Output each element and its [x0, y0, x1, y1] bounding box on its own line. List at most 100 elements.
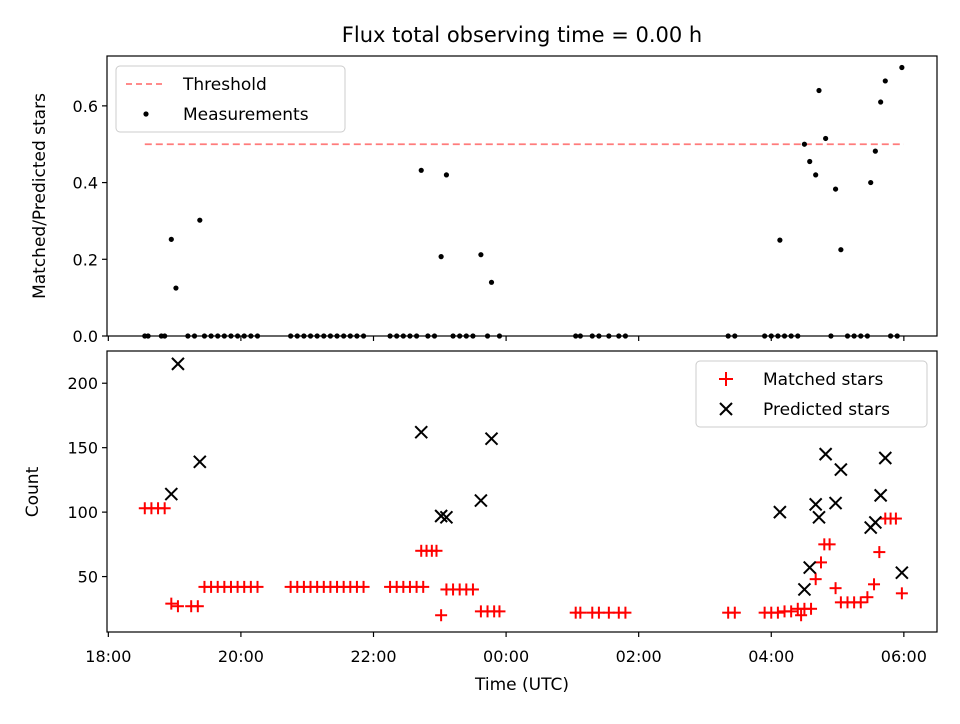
measurement-point	[828, 333, 834, 339]
predicted-star-point	[439, 510, 454, 524]
x-tick-label: 02:00	[616, 647, 662, 666]
matched-star-point	[574, 606, 587, 619]
matched-star-point	[171, 600, 184, 613]
x-tick-label: 04:00	[748, 647, 794, 666]
legend-predicted-marker	[719, 402, 733, 416]
legend-matched-marker	[719, 372, 733, 386]
measurement-point	[762, 333, 768, 339]
legend-threshold-label: Threshold	[182, 75, 267, 95]
measurement-point	[838, 247, 844, 253]
measurement-point	[347, 333, 353, 339]
measurement-point	[488, 279, 495, 285]
legend-predicted-label: Predicted stars	[763, 400, 890, 420]
top-y-tick-label: 0.0	[73, 327, 98, 346]
predicted-star-point	[171, 357, 185, 371]
matched-star-point	[191, 600, 204, 613]
predicted-star-point	[828, 496, 843, 510]
measurement-point	[450, 333, 456, 339]
measurement-point	[248, 333, 254, 339]
measurement-point	[341, 333, 347, 339]
predicted-star-point	[895, 565, 909, 580]
matched-star-point	[795, 609, 808, 622]
measurement-point	[301, 333, 307, 339]
matched-star-point	[814, 556, 827, 569]
top-y-tick-label: 0.2	[73, 250, 98, 269]
matched-star-point	[619, 606, 632, 619]
measurement-point	[387, 333, 393, 339]
legend-measurements-label: Measurements	[183, 105, 309, 125]
bottom-y-axis-label: Count	[23, 466, 43, 517]
measurement-point	[616, 333, 622, 339]
measurement-point	[334, 333, 340, 339]
measurement-point	[185, 333, 191, 339]
matched-star-point	[889, 512, 902, 525]
measurement-point	[496, 333, 503, 339]
x-tick-label: 20:00	[218, 647, 264, 666]
measurement-point	[781, 333, 788, 339]
measurement-point	[864, 333, 870, 339]
predicted-star-point	[484, 431, 499, 446]
bottom-y-tick-label: 150	[67, 439, 98, 458]
measurement-point	[801, 141, 808, 147]
measurement-point	[858, 333, 864, 339]
matched-star-point	[854, 596, 867, 609]
measurement-point	[254, 333, 261, 339]
measurement-point	[777, 237, 783, 243]
measurement-point	[173, 285, 179, 291]
measurement-point	[795, 333, 801, 339]
legend-measurements-marker	[143, 111, 149, 117]
predicted-star-point	[773, 505, 787, 519]
measurement-point	[887, 333, 894, 339]
measurement-point	[899, 64, 905, 71]
measurement-point	[145, 333, 151, 339]
matched-star-point	[435, 609, 448, 622]
measurement-point	[463, 333, 469, 339]
top-y-axis-label: Matched/Predicted stars	[30, 93, 50, 299]
predicted-star-point	[193, 455, 207, 469]
measurement-point	[234, 333, 241, 339]
predicted-star-point	[873, 488, 888, 503]
bottom-y-tick-label: 50	[78, 568, 98, 587]
measurement-point	[438, 254, 444, 260]
measurement-point	[823, 135, 829, 142]
predicted-star-point	[808, 497, 823, 512]
measurement-point	[725, 333, 731, 339]
measurement-point	[321, 333, 327, 339]
measurement-point	[294, 333, 300, 339]
measurement-point	[894, 333, 900, 339]
predicted-star-point	[474, 493, 488, 508]
bottom-legend: Matched stars Predicted stars	[695, 360, 928, 428]
matched-star-point	[809, 573, 822, 586]
matched-star-point	[466, 583, 479, 596]
legend-matched-label: Matched stars	[763, 370, 883, 390]
matched-star-point	[823, 538, 836, 551]
chart-title: Flux total observing time = 0.00 h	[342, 23, 702, 47]
measurement-point	[400, 333, 406, 339]
measurement-point	[457, 333, 463, 339]
matched-star-point	[895, 587, 908, 600]
x-tick-label: 00:00	[483, 647, 529, 666]
measurement-point	[844, 333, 851, 339]
measurement-point	[288, 333, 294, 339]
measurement-point	[484, 333, 491, 339]
matched-star-point	[873, 546, 886, 559]
measurement-point	[162, 333, 168, 339]
predicted-star-point	[803, 560, 817, 575]
x-axis-label: Time (UTC)	[474, 675, 569, 695]
measurement-point	[732, 333, 738, 339]
measurement-point	[589, 333, 595, 339]
measurement-point	[832, 186, 839, 192]
measurement-point	[228, 333, 234, 339]
x-tick-label: 06:00	[881, 647, 927, 666]
matched-star-point	[861, 591, 874, 604]
x-tick-label: 18:00	[85, 647, 131, 666]
measurement-point	[596, 333, 602, 339]
measurement-point	[307, 333, 314, 339]
x-tick-label: 22:00	[350, 647, 396, 666]
top-panel: 0.0 0.2 0.4 0.6 Matched/Predicted stars Thr…	[30, 55, 938, 346]
measurement-point	[431, 333, 438, 339]
top-y-tick-label: 0.4	[73, 174, 98, 193]
matched-star-point	[493, 605, 506, 618]
measurement-point	[816, 87, 822, 94]
predicted-star-point	[812, 510, 826, 524]
